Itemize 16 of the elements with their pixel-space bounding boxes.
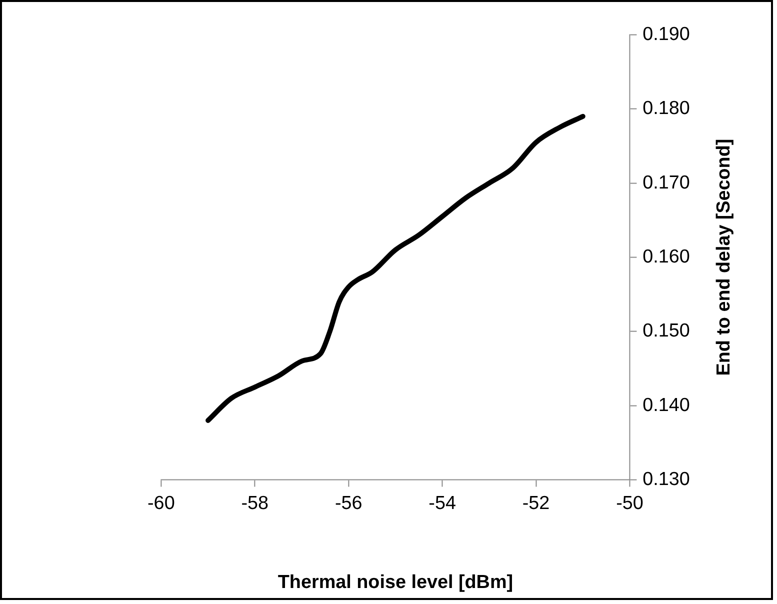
x-tick-label: -52 xyxy=(522,493,550,514)
x-tick-label: -56 xyxy=(334,493,362,514)
y-tick-label: 0.180 xyxy=(642,98,690,120)
y-tick-label: 0.150 xyxy=(642,320,690,342)
y-tick-label: 0.190 xyxy=(642,24,690,45)
y-tick-label: 0.130 xyxy=(642,469,690,490)
x-axis-title: Thermal noise level [dBm] xyxy=(278,572,514,593)
x-tick-label: -54 xyxy=(428,493,456,514)
x-tick-label: -50 xyxy=(616,493,644,514)
y-tick-label: 0.170 xyxy=(642,172,690,194)
x-tick-label: -60 xyxy=(148,493,175,514)
x-tick-label: -58 xyxy=(241,493,269,514)
y-tick-label: 0.140 xyxy=(642,394,690,416)
y-axis-title: End to end delay [Second] xyxy=(713,138,734,376)
y-tick-label: 0.160 xyxy=(642,246,690,268)
line-series xyxy=(206,114,586,423)
